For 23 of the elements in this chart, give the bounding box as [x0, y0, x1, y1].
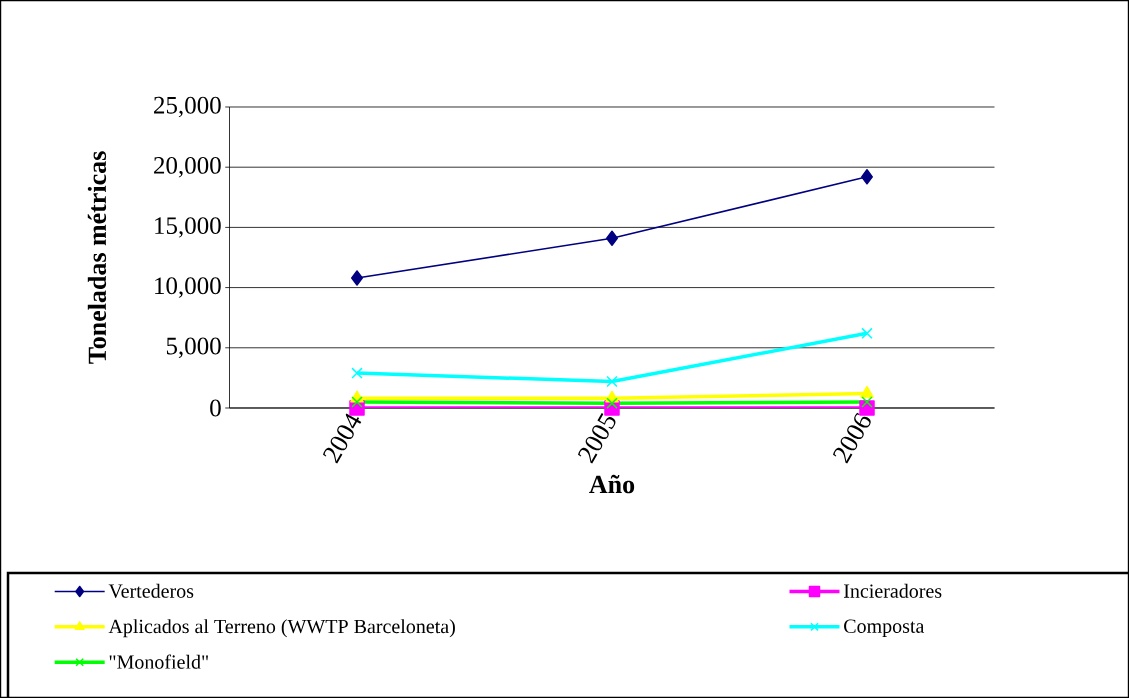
legend-label: Aplicados al Terreno (WWTP Barceloneta): [108, 619, 455, 638]
legend-label: "Monofield": [109, 654, 208, 669]
y-tick-label: 25,000: [154, 96, 221, 118]
point: [606, 375, 618, 388]
point: [351, 270, 364, 286]
legend-label: Vertederos: [108, 583, 194, 598]
point: [860, 385, 874, 398]
point: [861, 169, 873, 185]
point: [606, 230, 619, 246]
y-tick-label: 20,000: [154, 156, 221, 178]
y-axis-title: Toneladas métricas: [87, 151, 107, 364]
y-tick-label: 15,000: [155, 217, 221, 238]
point: [861, 327, 873, 340]
point: [606, 397, 618, 409]
point: [351, 367, 363, 379]
legend-label: Composta: [844, 619, 925, 637]
point: [861, 396, 873, 408]
point: [351, 396, 363, 408]
x-axis-title: Año: [589, 474, 635, 494]
legend-label: Incieradores: [843, 583, 942, 598]
y-tick-label: 0: [210, 399, 221, 417]
y-tick-label: 10,000: [155, 277, 221, 298]
y-tick-label: 5,000: [166, 337, 221, 359]
